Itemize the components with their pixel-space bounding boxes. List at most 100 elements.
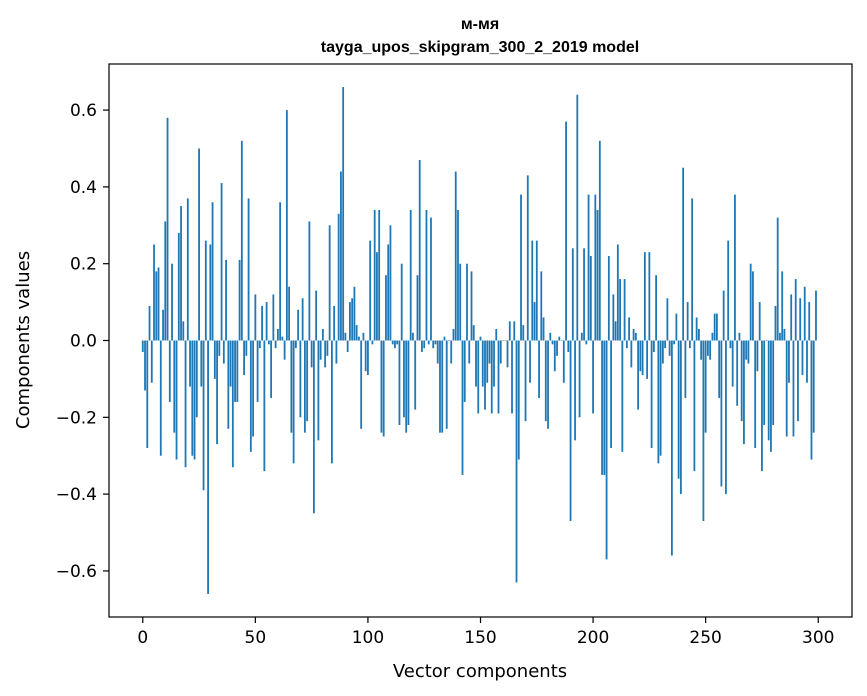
bar-123	[418, 160, 421, 341]
bar-93	[351, 298, 354, 341]
bar-226	[650, 340, 653, 449]
bar-251	[707, 340, 709, 356]
bar-281	[774, 305, 777, 341]
bar-138	[452, 328, 455, 341]
bar-30	[209, 244, 212, 341]
bar-47	[247, 198, 250, 341]
bar-66	[290, 340, 293, 433]
bar-159	[499, 340, 502, 364]
bar-131	[436, 340, 439, 364]
bar-51	[256, 340, 259, 402]
bar-151	[481, 340, 484, 387]
bar-208	[610, 340, 612, 449]
bar-9	[162, 309, 164, 341]
bar-25	[198, 148, 200, 341]
bar-70	[299, 340, 302, 418]
bar-128	[430, 217, 432, 341]
bar-262	[731, 340, 734, 387]
bar-122	[416, 275, 419, 341]
bar-217	[630, 340, 633, 368]
bar-240	[682, 167, 685, 341]
bar-133	[441, 340, 444, 433]
bar-97	[360, 340, 363, 429]
bar-263	[734, 194, 736, 341]
bar-121	[414, 340, 417, 410]
bar-225	[648, 252, 651, 341]
bar-220	[637, 340, 640, 410]
bar-46	[245, 340, 248, 356]
bar-114	[398, 340, 401, 425]
bar-41	[234, 340, 236, 402]
bar-202	[596, 209, 599, 341]
bar-171	[526, 175, 529, 341]
bar-265	[738, 332, 741, 341]
bar-112	[394, 340, 396, 349]
bar-257	[720, 340, 723, 487]
bar-200	[592, 340, 594, 414]
bar-72	[303, 340, 306, 433]
bar-194	[578, 340, 581, 418]
bar-192	[574, 340, 576, 441]
bar-299	[815, 290, 817, 341]
bar-85	[333, 305, 336, 341]
bar-34	[218, 340, 221, 356]
bar-260	[727, 240, 730, 341]
bar-275	[761, 340, 763, 472]
bar-22	[191, 340, 194, 456]
bar-28	[204, 240, 207, 341]
bar-84	[331, 340, 333, 464]
y-axis-ticks: −0.6 −0.4 −0.2 0.0 0.2 0.4 0.6	[56, 101, 109, 582]
bar-105	[378, 209, 381, 341]
chart-title-line-1: м-мя	[461, 16, 499, 33]
bar-284	[781, 271, 784, 341]
bar-288	[790, 294, 793, 341]
bar-89	[342, 87, 345, 341]
bar-19	[184, 340, 187, 468]
bar-140	[457, 209, 459, 341]
bar-214	[623, 279, 626, 341]
bar-142	[461, 340, 464, 475]
bar-277	[765, 340, 768, 341]
bar-36	[222, 340, 225, 364]
bar-175	[535, 240, 538, 341]
bar-230	[659, 340, 662, 456]
y-tick-label: 0.2	[70, 255, 97, 275]
bar-144	[466, 263, 468, 341]
bar-282	[776, 217, 779, 341]
bar-297	[810, 340, 813, 460]
bar-1	[144, 340, 146, 391]
bar-139	[454, 171, 457, 341]
bar-269	[747, 340, 750, 364]
bar-197	[585, 340, 588, 345]
bar-67	[292, 340, 295, 464]
bar-168	[520, 194, 522, 341]
bar-12	[168, 340, 171, 402]
bar-61	[279, 202, 282, 341]
bar-76	[312, 340, 315, 514]
bar-129	[432, 340, 435, 349]
y-tick-label: −0.6	[56, 562, 97, 582]
bar-224	[646, 340, 649, 379]
bar-127	[427, 340, 430, 345]
bar-221	[639, 340, 642, 372]
bar-290	[794, 279, 797, 341]
bar-155	[490, 340, 493, 414]
chart-title: м-мя tayga_upos_skipgram_300_2_2019 mode…	[321, 16, 639, 56]
bar-134	[443, 336, 446, 341]
bar-21	[189, 340, 191, 387]
bar-10	[164, 221, 167, 341]
bar-18	[182, 321, 185, 341]
bar-43	[238, 259, 241, 341]
bar-189	[567, 340, 570, 353]
bar-285	[783, 328, 786, 341]
bar-4	[150, 340, 153, 383]
bar-78	[317, 340, 320, 441]
bar-289	[792, 340, 795, 437]
bar-136	[448, 340, 450, 341]
bar-120	[412, 332, 414, 341]
bar-205	[603, 340, 606, 475]
bar-64	[285, 110, 288, 341]
bar-14	[173, 340, 176, 433]
bar-181	[549, 332, 552, 341]
bar-272	[754, 340, 757, 449]
